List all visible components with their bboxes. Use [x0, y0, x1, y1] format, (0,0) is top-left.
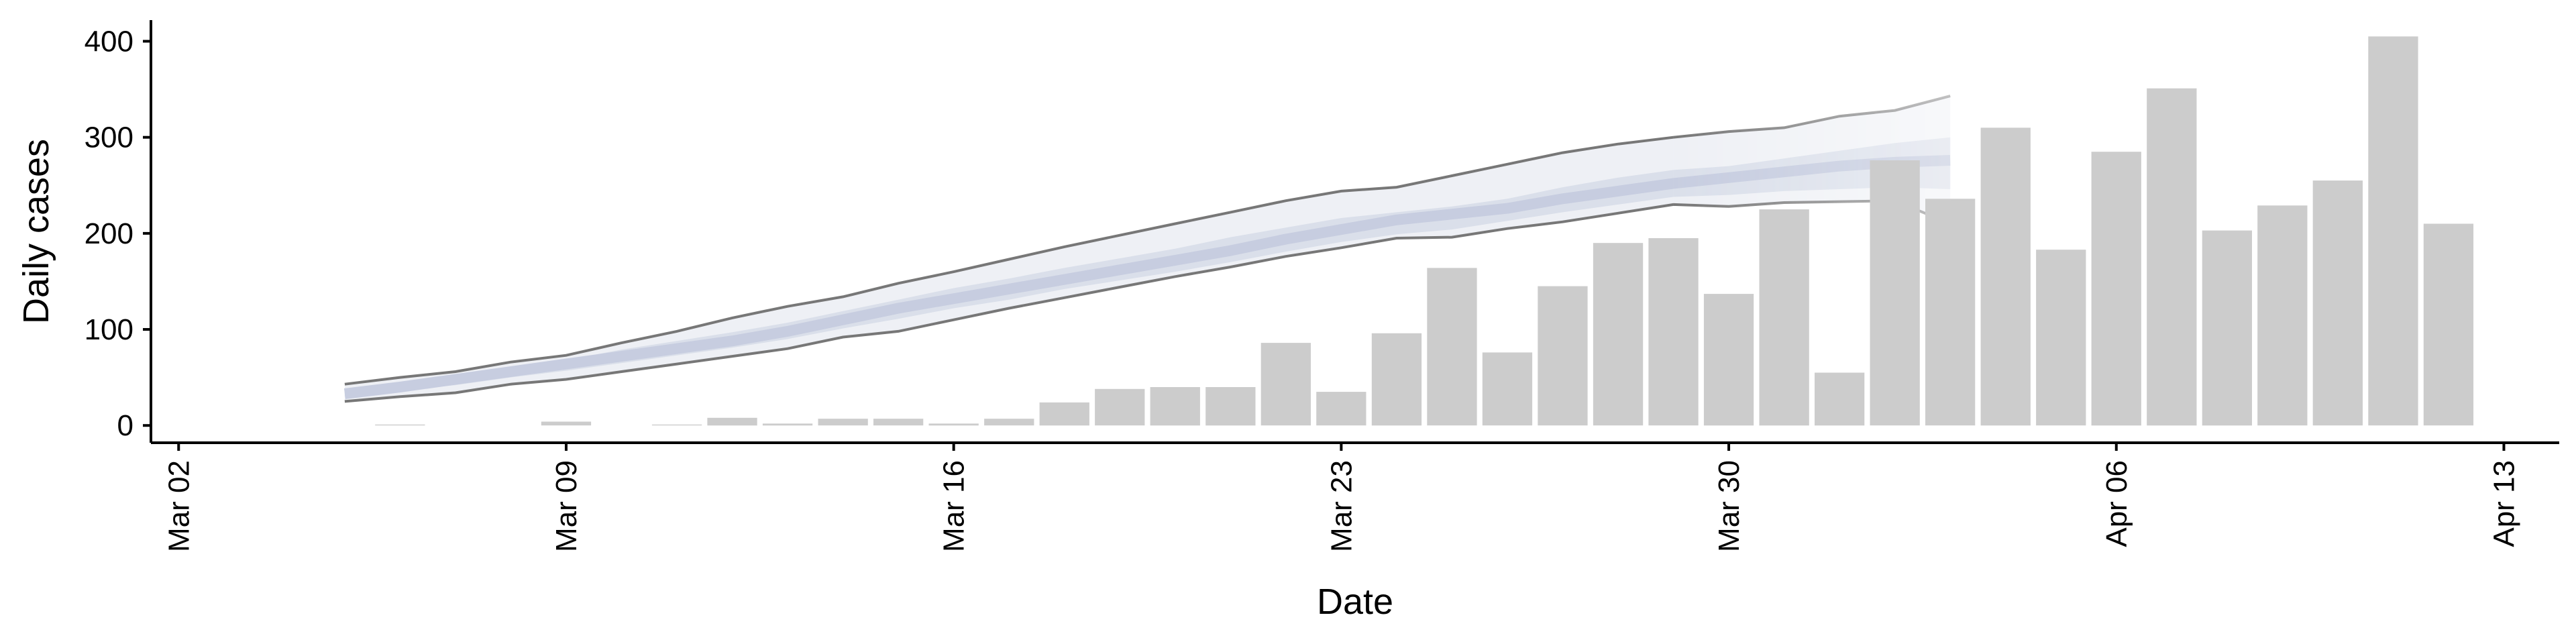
forecast-outer-band	[344, 96, 1951, 402]
forecast-bound-lines-layer	[344, 95, 1951, 403]
bar-2020-03-21	[1205, 387, 1256, 426]
y-tick-label: 200	[85, 217, 133, 250]
bar-2020-03-28	[1593, 243, 1644, 426]
x-axis-ticks: Mar 02 Mar 09 Mar 16 Mar 23 Mar 30 Apr 06 Apr …	[162, 443, 2520, 552]
bar-2020-04-12	[2423, 223, 2474, 426]
bar-2020-04-10	[2312, 180, 2363, 426]
bar-2020-04-08	[2202, 230, 2252, 426]
bar-2020-03-18	[1039, 402, 1089, 426]
forecast-lower-bound-line	[344, 199, 1951, 403]
x-tick-label: Mar 09	[550, 460, 583, 552]
y-axis-ticks: 0 100 200 300 400	[85, 25, 151, 442]
y-tick-label: 100	[85, 313, 133, 346]
bars-layer	[375, 36, 2474, 426]
x-tick-label: Mar 16	[938, 460, 971, 552]
bar-2020-03-25	[1427, 268, 1477, 426]
x-tick-label: Mar 30	[1713, 460, 1746, 552]
bar-2020-03-16	[928, 423, 979, 426]
forecast-outer-band-layer	[344, 96, 1951, 402]
bar-2020-04-02	[1870, 160, 1920, 426]
bar-2020-04-04	[1980, 127, 2031, 426]
bar-2020-04-06	[2091, 152, 2141, 426]
x-tick-label: Mar 02	[162, 460, 195, 552]
y-tick-label: 400	[85, 25, 133, 58]
forecast-upper-bound-line	[344, 95, 1951, 386]
bar-2020-04-03	[1925, 199, 1976, 426]
bar-2020-03-24	[1371, 333, 1422, 426]
bar-2020-04-07	[2147, 88, 2197, 426]
bar-2020-04-01	[1815, 372, 1865, 426]
bar-2020-03-27	[1538, 286, 1588, 426]
bar-2020-03-12	[707, 417, 757, 426]
bar-2020-03-31	[1759, 209, 1809, 426]
bar-2020-03-29	[1648, 238, 1699, 426]
bar-2020-03-22	[1260, 343, 1311, 426]
y-axis-title: Daily cases	[16, 139, 56, 324]
bar-2020-04-11	[2368, 36, 2418, 426]
bar-2020-03-20	[1150, 387, 1200, 426]
bar-2020-04-09	[2257, 205, 2308, 426]
y-tick-label: 300	[85, 121, 133, 154]
y-tick-label: 0	[117, 409, 133, 442]
bar-2020-03-19	[1095, 388, 1145, 426]
x-tick-label: Apr 06	[2100, 460, 2133, 547]
bar-2020-03-15	[873, 419, 924, 426]
bar-2020-03-26	[1482, 352, 1533, 426]
x-tick-label: Apr 13	[2487, 460, 2520, 547]
x-axis-title: Date	[1317, 582, 1393, 622]
x-tick-label: Mar 23	[1325, 460, 1358, 552]
forecast-median-layer	[343, 155, 1951, 399]
bar-2020-03-30	[1703, 294, 1754, 426]
bar-2020-03-13	[762, 423, 813, 426]
bar-2020-03-09	[541, 421, 592, 426]
plot-area	[343, 36, 2474, 426]
bar-2020-03-17	[984, 419, 1034, 426]
bar-2020-03-14	[818, 419, 868, 426]
bar-2020-03-23	[1316, 392, 1366, 426]
forecast-median-line	[343, 155, 1951, 399]
bar-2020-04-05	[2036, 250, 2086, 426]
